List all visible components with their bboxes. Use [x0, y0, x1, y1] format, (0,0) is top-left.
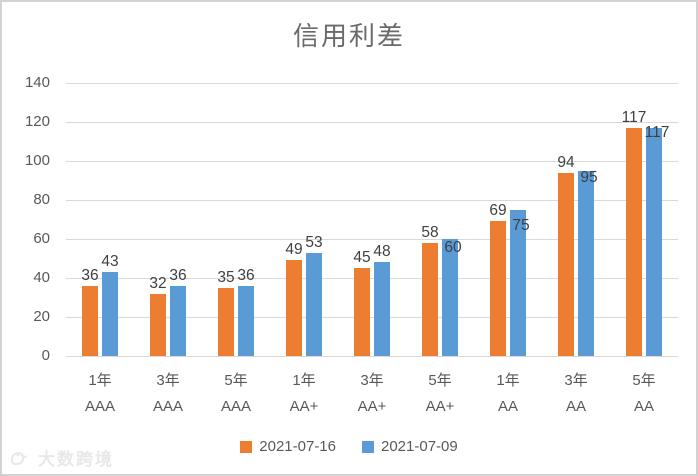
y-axis-tick-label: 120 — [24, 113, 50, 130]
bird-logo-icon — [10, 448, 34, 468]
legend-label: 2021-07-09 — [381, 438, 458, 455]
x-axis-category-label: 1年 AA+ — [289, 372, 319, 415]
bar-2021-07-16 — [354, 268, 370, 356]
bar-2021-07-09 — [374, 262, 390, 356]
data-label: 45 — [353, 249, 371, 267]
data-label: 53 — [305, 233, 323, 251]
data-label: 43 — [101, 253, 119, 271]
chart-title: 信用利差 — [292, 22, 405, 52]
bar-2021-07-16 — [150, 293, 166, 356]
data-label: 48 — [373, 243, 391, 261]
x-axis-category-label: 3年 AA+ — [357, 372, 387, 415]
gridline — [66, 356, 678, 357]
bar-2021-07-09 — [578, 170, 594, 356]
watermark: 大数跨境 — [10, 445, 114, 470]
data-label: 117 — [621, 108, 647, 126]
bar-2021-07-09 — [646, 127, 662, 356]
data-label: 36 — [169, 266, 187, 284]
gridline — [66, 317, 678, 318]
data-label: 94 — [557, 153, 575, 171]
bar-2021-07-16 — [490, 221, 506, 356]
x-axis-category-label: 1年 AA — [496, 372, 520, 415]
legend-item: 2021-07-09 — [362, 438, 458, 455]
x-axis-category-label: 3年 AA — [564, 372, 588, 415]
gridline — [66, 278, 678, 279]
data-label: 95 — [580, 168, 598, 186]
gridline — [66, 161, 678, 162]
x-axis-category-label: 5年 AA — [632, 372, 656, 415]
bar-2021-07-09 — [238, 285, 254, 356]
bar-2021-07-09 — [170, 285, 186, 356]
y-axis-tick-label: 40 — [33, 269, 50, 286]
data-label: 60 — [444, 238, 462, 256]
data-label: 35 — [217, 268, 235, 286]
gridline — [66, 83, 678, 84]
bar-2021-07-16 — [286, 260, 302, 356]
bar-2021-07-09 — [442, 239, 458, 356]
legend-swatch-icon — [240, 440, 253, 453]
data-label: 58 — [421, 223, 439, 241]
data-label: 36 — [237, 266, 255, 284]
data-label: 117 — [644, 123, 670, 141]
bar-2021-07-16 — [626, 127, 642, 356]
data-label: 69 — [489, 202, 507, 220]
y-axis-tick-label: 0 — [41, 347, 50, 364]
x-axis-category-label: 5年 AAA — [220, 372, 251, 415]
data-label: 75 — [512, 217, 530, 235]
y-axis-tick-label: 80 — [33, 191, 50, 208]
bar-2021-07-09 — [510, 209, 526, 356]
legend-item: 2021-07-16 — [240, 438, 336, 455]
bar-2021-07-09 — [102, 272, 118, 356]
bar-2021-07-16 — [558, 172, 574, 356]
data-label: 49 — [285, 241, 303, 259]
watermark-text: 大数跨境 — [38, 450, 114, 469]
gridline — [66, 239, 678, 240]
legend-swatch-icon — [362, 440, 374, 453]
y-axis-tick-label: 100 — [24, 152, 50, 169]
x-axis-category-label: 1年 AAA — [84, 372, 115, 415]
y-axis-tick-label: 60 — [33, 230, 50, 247]
y-axis-tick-label: 20 — [33, 308, 50, 325]
gridline — [66, 122, 678, 123]
x-axis-category-label: 5年 AA+ — [425, 372, 455, 415]
data-label: 36 — [81, 266, 99, 284]
bar-2021-07-16 — [82, 285, 98, 356]
bar-2021-07-16 — [422, 242, 438, 356]
y-axis-tick-label: 140 — [24, 74, 50, 91]
x-axis-category-label: 3年 AAA — [152, 372, 183, 415]
bar-2021-07-09 — [306, 252, 322, 356]
bar-2021-07-16 — [218, 287, 234, 356]
gridline — [66, 200, 678, 201]
legend-label: 2021-07-16 — [259, 438, 336, 455]
legend: 2021-07-16 2021-07-09 — [2, 438, 696, 455]
data-label: 32 — [149, 274, 167, 292]
